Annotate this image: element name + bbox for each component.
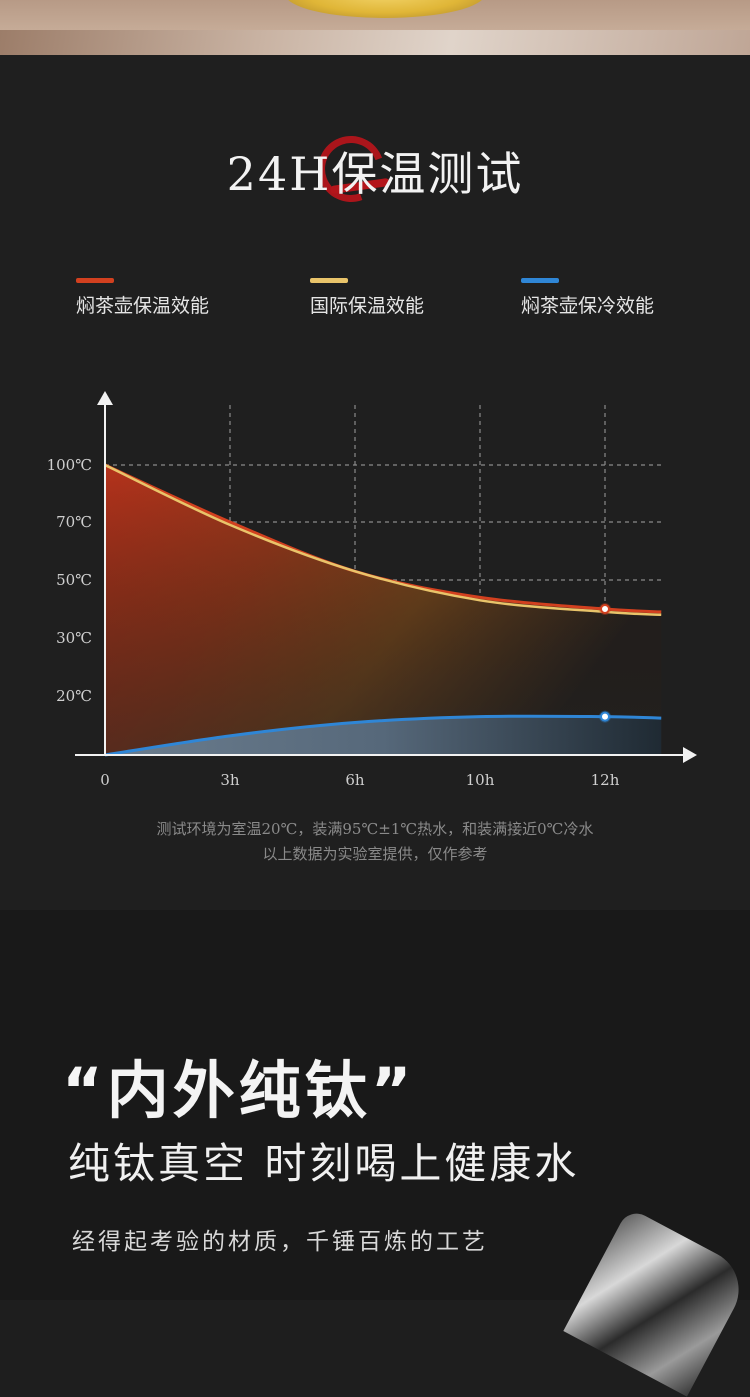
chart-tick-labels: 100℃ 70℃ 50℃ 30℃ 20℃ 0 3h 6h 10h 12h bbox=[47, 456, 620, 789]
x-axis-arrow-icon bbox=[683, 747, 697, 763]
legend-item-red: 焖茶壶保温效能 bbox=[76, 278, 209, 318]
y-tick-label: 70℃ bbox=[56, 513, 92, 531]
golden-plate-image bbox=[285, 0, 485, 18]
feature-subheadline: 纯钛真空 时刻喝上健康水 bbox=[68, 1139, 580, 1188]
x-tick-label: 3h bbox=[220, 771, 240, 789]
legend-label: 国际保温效能 bbox=[310, 295, 425, 317]
legend-label: 焖茶壶保温效能 bbox=[76, 295, 210, 317]
title-block: 24H保温测试 bbox=[0, 125, 750, 213]
legend-swatch-yellow bbox=[310, 278, 348, 283]
page-title: 24H保温测试 bbox=[226, 147, 524, 201]
product-photo-top bbox=[0, 0, 750, 55]
x-tick-label: 0 bbox=[100, 771, 110, 789]
test-note-line2: 以上数据为实验室提供，仅作参考 bbox=[262, 845, 488, 863]
feature-headline: “内外纯钛” bbox=[62, 1054, 416, 1127]
data-point-marker bbox=[600, 711, 610, 722]
legend-swatch-red bbox=[76, 278, 114, 283]
chart-axes bbox=[75, 391, 697, 763]
cold-area-fill bbox=[105, 716, 662, 755]
hot-area-shade bbox=[105, 465, 662, 755]
chart-markers bbox=[599, 603, 611, 723]
tablecloth-image bbox=[0, 30, 750, 55]
y-tick-label: 100℃ bbox=[47, 456, 92, 474]
x-tick-label: 12h bbox=[591, 771, 620, 789]
titanium-flask-image bbox=[560, 1207, 750, 1397]
legend-item-blue: 焖茶壶保冷效能 bbox=[521, 278, 654, 318]
y-axis-arrow-icon bbox=[97, 391, 113, 405]
y-tick-label: 50℃ bbox=[56, 571, 92, 589]
temperature-chart: 100℃ 70℃ 50℃ 30℃ 20℃ 0 3h 6h 10h 12h bbox=[47, 391, 697, 789]
y-tick-label: 20℃ bbox=[56, 687, 92, 705]
legend-swatch-blue bbox=[521, 278, 559, 283]
legend-item-yellow: 国际保温效能 bbox=[310, 278, 424, 318]
test-note-line1: 测试环境为室温20℃，装满95℃±1℃热水，和装满接近0℃冷水 bbox=[156, 820, 594, 838]
feature-tagline: 经得起考验的材质，千锤百炼的工艺 bbox=[72, 1229, 488, 1255]
y-tick-label: 30℃ bbox=[56, 629, 92, 647]
x-tick-label: 10h bbox=[466, 771, 495, 789]
x-tick-label: 6h bbox=[345, 771, 365, 789]
flask-body-image bbox=[563, 1207, 750, 1397]
data-point-marker bbox=[600, 604, 610, 614]
legend-label: 焖茶壶保冷效能 bbox=[521, 295, 655, 317]
